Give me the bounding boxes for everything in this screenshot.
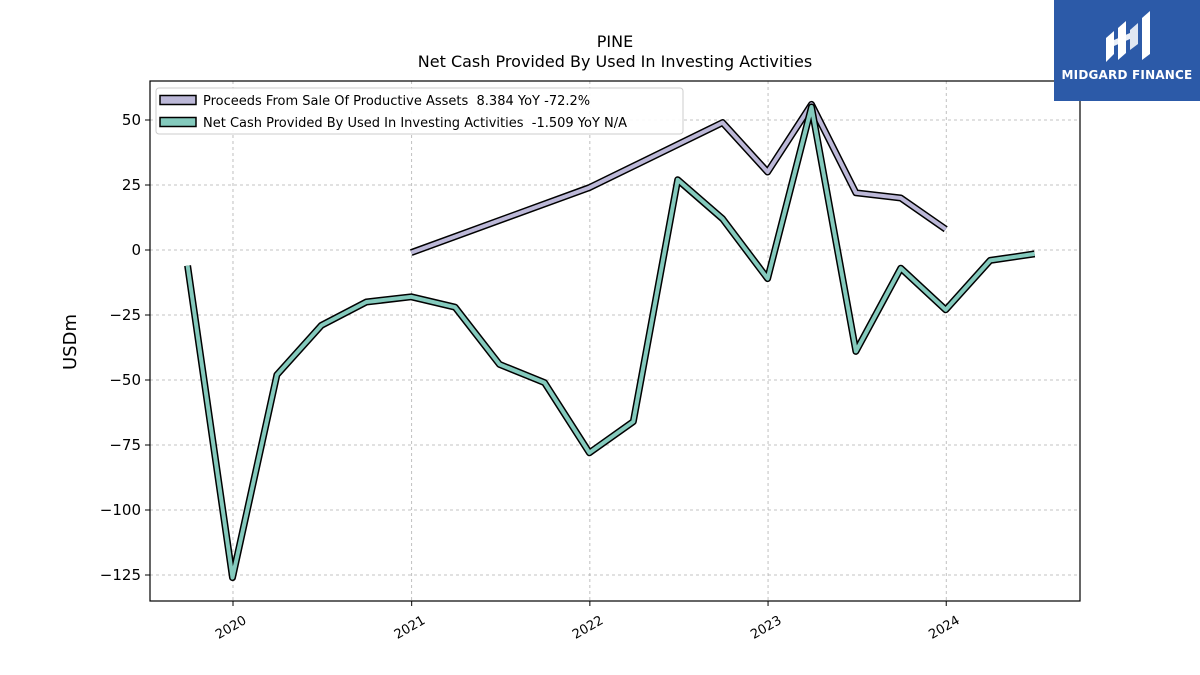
- y-tick-label: −125: [100, 566, 141, 584]
- y-tick-label: 0: [131, 241, 141, 259]
- grid: [150, 81, 1080, 601]
- y-tick-label: −75: [109, 436, 141, 454]
- legend-box: [155, 87, 684, 135]
- series-lines: [184, 100, 1036, 582]
- x-tick-label: 2022: [570, 613, 606, 643]
- brand-logo: MIDGARD FINANCE: [1054, 0, 1200, 101]
- chart-title: PINE: [596, 32, 634, 51]
- logo-text: MIDGARD FINANCE: [1061, 68, 1193, 82]
- legend: Proceeds From Sale Of Productive Assets …: [155, 87, 684, 135]
- y-tick-label: 50: [122, 111, 141, 129]
- x-tick-label: 2021: [392, 613, 428, 643]
- legend-entry: Net Cash Provided By Used In Investing A…: [203, 116, 627, 131]
- series-line-2: [185, 105, 1035, 580]
- chart-subtitle: Net Cash Provided By Used In Investing A…: [417, 52, 813, 71]
- legend-entry: Proceeds From Sale Of Productive Assets …: [203, 94, 590, 109]
- legend-swatch: [159, 94, 197, 106]
- x-tick-label: 2023: [748, 613, 784, 643]
- y-tick-label: −25: [109, 306, 141, 324]
- y-tick-label: −50: [109, 371, 141, 389]
- y-axis-label: USDm: [60, 314, 81, 370]
- legend-swatch: [159, 116, 197, 128]
- y-tick-label: −100: [100, 501, 141, 519]
- series-line-1: [410, 102, 947, 255]
- x-tick-label: 2020: [213, 613, 249, 643]
- x-tick-label: 2024: [926, 613, 962, 643]
- y-tick-label: 25: [122, 176, 141, 194]
- plot-frame: [149, 80, 1081, 602]
- midgard-logo-icon: [1106, 11, 1150, 62]
